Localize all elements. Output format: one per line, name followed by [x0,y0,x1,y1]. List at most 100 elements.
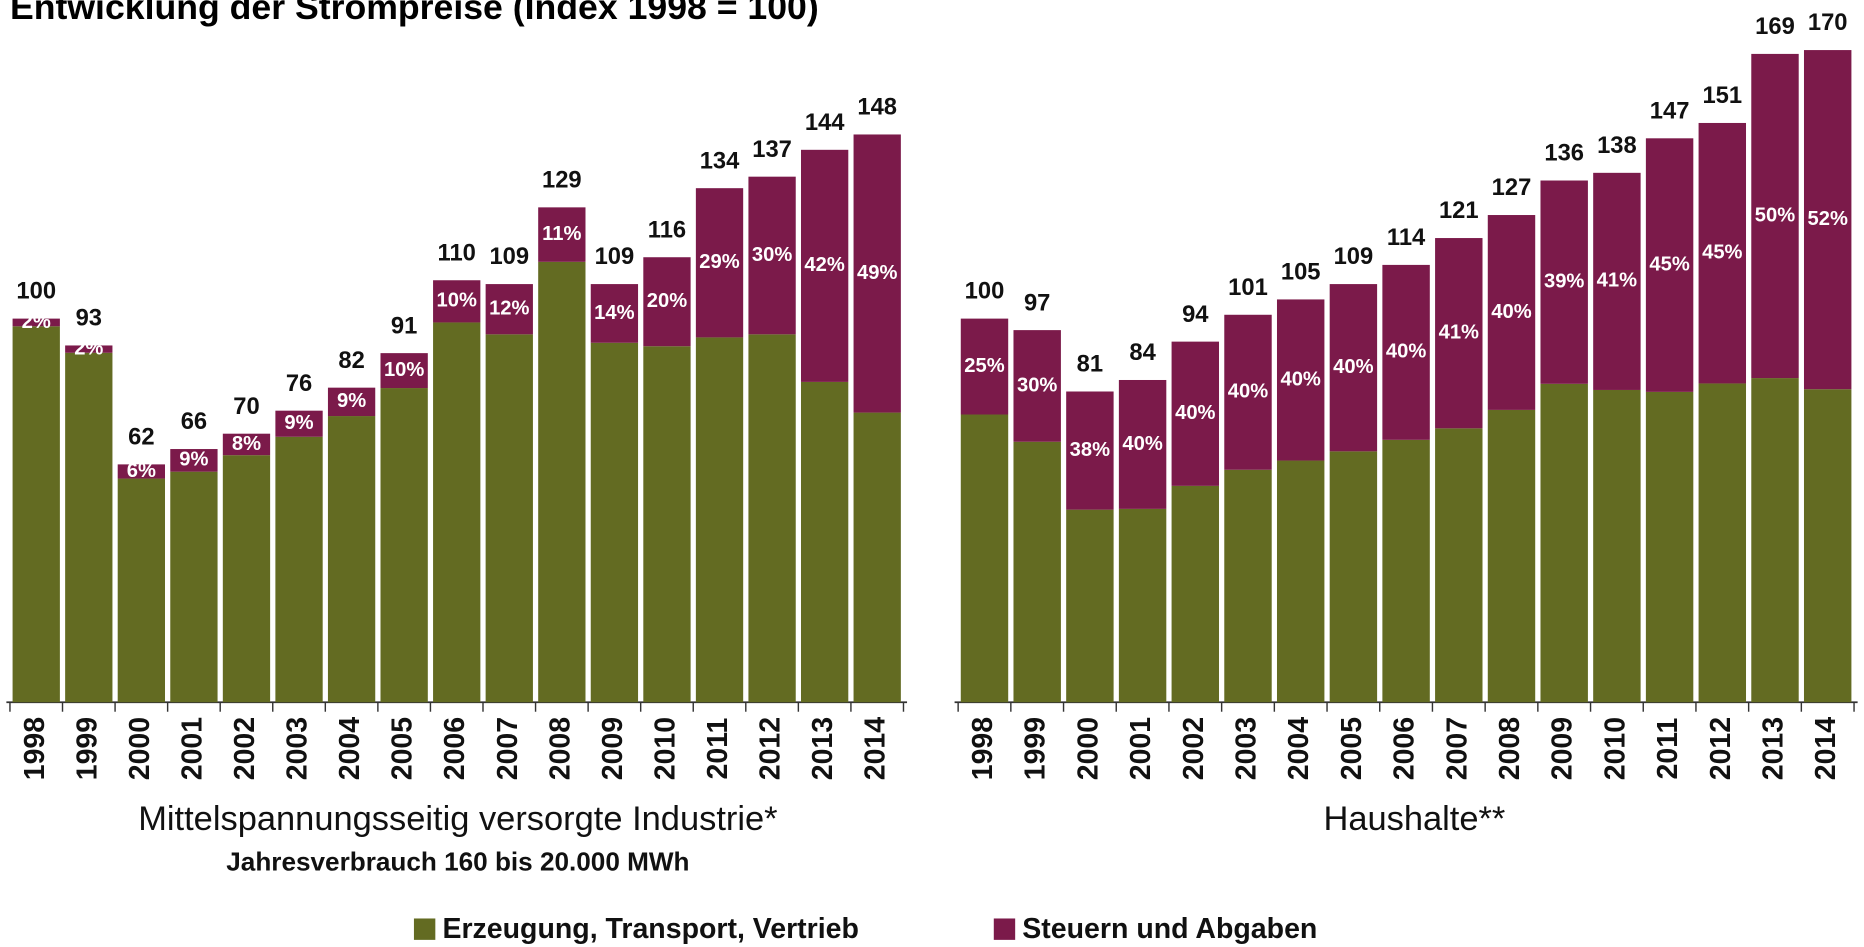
bar-segment [222,433,271,456]
total-label: 84 [1129,339,1156,366]
bar-segment [170,471,218,703]
bar-segment [117,478,166,703]
x-tick-label: 2008 [1494,717,1526,780]
bar-segment [1276,299,1325,461]
share-label: 49% [857,262,897,284]
share-label: 40% [1333,356,1373,378]
bar-segment [433,322,481,703]
x-tick-label: 2014 [1810,717,1842,781]
bar-segment [485,284,533,335]
total-label: 121 [1439,197,1479,224]
page-title: Entwicklung der Strompreise (Index 1998 … [10,0,819,27]
share-label: 2% [22,311,51,333]
bar-segment [1435,428,1483,703]
x-tick-label: 2002 [1178,717,1210,780]
bar-segment [695,337,744,703]
bar-segment [65,352,113,703]
bar-segment [1013,330,1061,442]
bar-segment [590,342,639,703]
share-label: 38% [1070,439,1110,461]
x-tick-label: 2004 [1283,717,1315,781]
x-tick-label: 2006 [1389,717,1421,780]
bar-segment [1751,378,1799,703]
total-label: 81 [1077,351,1103,378]
total-label: 110 [438,239,476,266]
bar-segment [1171,341,1220,486]
bar-segment [1803,389,1852,703]
x-tick-label: 2011 [702,718,734,780]
x-tick-label: 2014 [860,717,892,781]
bar-segment [1066,391,1114,510]
legend-swatch [413,918,436,940]
x-tick-label: 2004 [334,717,366,781]
bar-segment [1329,451,1378,703]
total-label: 101 [1228,274,1268,301]
total-label: 138 [1597,132,1637,159]
panel-title: Haushalte** [1323,800,1505,838]
share-label: 45% [1649,253,1689,275]
bar-segment [1224,469,1272,703]
bar-segment [1803,50,1852,390]
share-label: 9% [337,390,366,412]
share-label: 10% [384,359,424,381]
total-label: 109 [1334,243,1374,270]
legend-swatch [993,918,1016,940]
bar-segment [275,436,323,703]
total-label: 97 [1024,289,1050,316]
total-label: 66 [181,408,207,435]
total-label: 62 [128,424,154,451]
share-label: 41% [1439,322,1479,344]
x-tick-label: 2008 [544,717,576,780]
share-label: 2% [74,337,103,359]
x-tick-label: 2002 [229,717,261,780]
x-tick-label: 2001 [1125,717,1157,781]
total-label: 170 [1808,9,1848,36]
bar-segment [327,387,376,417]
total-label: 151 [1702,82,1742,109]
x-tick-label: 2000 [1072,717,1104,780]
total-label: 136 [1544,140,1584,167]
x-tick-label: 2005 [1336,717,1368,781]
x-tick-label: 2013 [1758,717,1790,780]
bar-segment [1593,172,1641,390]
x-tick-label: 2013 [807,717,839,780]
total-label: 100 [965,278,1005,305]
x-tick-label: 2000 [124,717,156,780]
bar-segment [1698,383,1747,703]
bar-segment [1224,314,1272,470]
bar-segment [327,416,376,703]
x-tick-label: 1998 [967,717,999,780]
total-label: 91 [391,312,417,339]
total-label: 147 [1650,97,1690,124]
total-label: 105 [1281,259,1321,286]
share-label: 30% [752,244,792,266]
total-label: 94 [1182,301,1209,328]
share-label: 11% [542,223,581,245]
bar-segment [1382,264,1430,440]
share-label: 25% [964,355,1004,377]
total-label: 82 [338,347,364,374]
bar-segment [65,345,113,353]
share-label: 9% [284,412,313,434]
bar-segment [1645,391,1694,703]
bar-segment [1487,409,1536,703]
share-label: 6% [127,460,156,482]
share-label: 50% [1755,204,1795,226]
panel-title: Mittelspannungsseitig versorgte Industri… [138,800,777,838]
share-label: 45% [1702,242,1742,264]
bar-segment [1645,138,1694,392]
total-label: 127 [1492,174,1532,201]
bar-segment [643,346,691,703]
bar-segment [800,381,849,703]
total-label: 134 [700,147,740,174]
bar-segment [1013,441,1061,703]
share-label: 9% [179,449,208,471]
share-label: 40% [1175,402,1215,424]
bar-segment [538,207,586,262]
share-label: 52% [1807,208,1847,230]
bar-segment [853,412,901,703]
x-tick-label: 1999 [1020,717,1052,780]
x-tick-label: 2007 [1441,717,1473,780]
share-label: 40% [1386,341,1426,363]
